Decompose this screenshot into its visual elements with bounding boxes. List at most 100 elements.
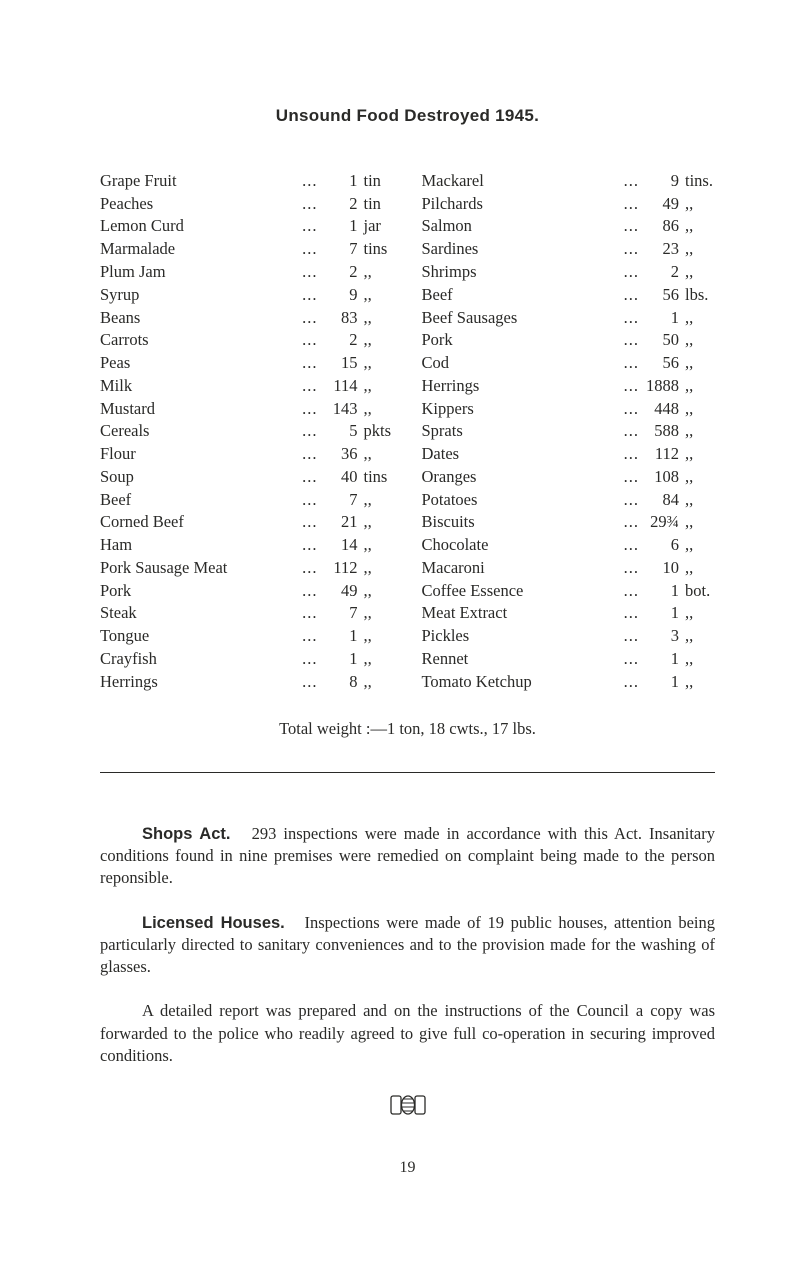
page-number: 19 bbox=[100, 1157, 715, 1179]
food-row: Grape Fruit...1tin bbox=[100, 170, 394, 193]
food-item-name: Cereals bbox=[100, 420, 149, 443]
leader-dots: ... bbox=[298, 625, 323, 648]
food-item-name: Pork bbox=[422, 329, 453, 352]
total-weight-line: Total weight :—1 ton, 18 cwts., 17 lbs. bbox=[100, 718, 715, 740]
food-row: Syrup...9,, bbox=[100, 284, 394, 307]
leader-dots: ... bbox=[620, 193, 645, 216]
food-item-name: Corned Beef bbox=[100, 511, 184, 534]
food-item-unit: ,, bbox=[679, 193, 715, 216]
food-item-unit: ,, bbox=[679, 625, 715, 648]
food-item-qty: 2 bbox=[645, 261, 679, 284]
food-item-unit: ,, bbox=[679, 466, 715, 489]
food-row: Chocolate...6,, bbox=[422, 534, 716, 557]
food-item-unit: tin bbox=[358, 170, 394, 193]
food-row: Carrots...2,, bbox=[100, 329, 394, 352]
food-item-unit: ,, bbox=[679, 352, 715, 375]
leader-dots: ... bbox=[298, 648, 323, 671]
food-item-name: Mackarel bbox=[422, 170, 484, 193]
food-item-unit: ,, bbox=[679, 534, 715, 557]
food-item-unit: ,, bbox=[358, 261, 394, 284]
leader-dots: ... bbox=[298, 557, 323, 580]
food-item-unit: ,, bbox=[679, 238, 715, 261]
leader-dots: ... bbox=[620, 329, 645, 352]
leader-dots: ... bbox=[620, 671, 645, 694]
food-item-name: Shrimps bbox=[422, 261, 477, 284]
food-item-unit: ,, bbox=[679, 602, 715, 625]
food-row: Ham...14,, bbox=[100, 534, 394, 557]
food-item-name: Coffee Essence bbox=[422, 580, 524, 603]
food-row: Herrings...8,, bbox=[100, 671, 394, 694]
leader-dots: ... bbox=[620, 420, 645, 443]
food-item-qty: 86 bbox=[645, 215, 679, 238]
food-item-unit: ,, bbox=[679, 215, 715, 238]
food-item-qty: 1 bbox=[324, 625, 358, 648]
leader-dots: ... bbox=[298, 511, 323, 534]
leader-dots: ... bbox=[620, 557, 645, 580]
food-item-unit: lbs. bbox=[679, 284, 715, 307]
food-item-unit: ,, bbox=[358, 489, 394, 512]
food-item-name: Lemon Curd bbox=[100, 215, 184, 238]
food-row: Tongue...1,, bbox=[100, 625, 394, 648]
leader-dots: ... bbox=[620, 170, 645, 193]
food-item-name: Flour bbox=[100, 443, 136, 466]
food-item-unit: ,, bbox=[358, 511, 394, 534]
food-row: Marmalade...7tins bbox=[100, 238, 394, 261]
food-item-qty: 49 bbox=[645, 193, 679, 216]
food-item-name: Crayfish bbox=[100, 648, 157, 671]
leader-dots: ... bbox=[620, 307, 645, 330]
detail-report-paragraph: A detailed report was prepared and on th… bbox=[100, 1000, 715, 1067]
leader-dots: ... bbox=[298, 602, 323, 625]
food-item-name: Potatoes bbox=[422, 489, 478, 512]
food-item-name: Sardines bbox=[422, 238, 479, 261]
food-row: Soup...40tins bbox=[100, 466, 394, 489]
leader-dots: ... bbox=[298, 489, 323, 512]
food-item-qty: 40 bbox=[324, 466, 358, 489]
leader-dots: ... bbox=[620, 534, 645, 557]
food-row: Tomato Ketchup...1,, bbox=[422, 671, 716, 694]
leader-dots: ... bbox=[298, 420, 323, 443]
food-item-unit: ,, bbox=[679, 671, 715, 694]
food-item-unit: bot. bbox=[679, 580, 715, 603]
food-item-unit: ,, bbox=[679, 511, 715, 534]
food-item-unit: ,, bbox=[358, 329, 394, 352]
leader-dots: ... bbox=[298, 375, 323, 398]
food-item-qty: 114 bbox=[324, 375, 358, 398]
food-item-qty: 29¾ bbox=[645, 511, 679, 534]
food-item-unit: ,, bbox=[358, 534, 394, 557]
food-item-qty: 2 bbox=[324, 193, 358, 216]
food-item-name: Beef bbox=[422, 284, 453, 307]
food-item-name: Herrings bbox=[422, 375, 480, 398]
licensed-houses-paragraph: Licensed Houses. Inspections were made o… bbox=[100, 912, 715, 979]
leader-dots: ... bbox=[620, 466, 645, 489]
food-item-unit: ,, bbox=[358, 648, 394, 671]
food-item-qty: 448 bbox=[645, 398, 679, 421]
leader-dots: ... bbox=[298, 352, 323, 375]
food-column-left: Grape Fruit...1tinPeaches...2tinLemon Cu… bbox=[100, 170, 394, 694]
food-item-qty: 588 bbox=[645, 420, 679, 443]
food-row: Biscuits...29¾,, bbox=[422, 511, 716, 534]
licensed-houses-heading: Licensed Houses. bbox=[142, 914, 285, 932]
food-item-name: Peaches bbox=[100, 193, 153, 216]
food-item-name: Pork bbox=[100, 580, 131, 603]
food-item-qty: 2 bbox=[324, 261, 358, 284]
food-item-qty: 112 bbox=[324, 557, 358, 580]
food-item-name: Beans bbox=[100, 307, 140, 330]
food-item-name: Salmon bbox=[422, 215, 472, 238]
food-item-name: Soup bbox=[100, 466, 134, 489]
food-item-unit: ,, bbox=[358, 375, 394, 398]
food-item-unit: ,, bbox=[679, 489, 715, 512]
food-row: Coffee Essence...1bot. bbox=[422, 580, 716, 603]
food-row: Pork...49,, bbox=[100, 580, 394, 603]
shops-act-paragraph: Shops Act. 293 inspections were made in … bbox=[100, 823, 715, 890]
food-row: Steak...7,, bbox=[100, 602, 394, 625]
food-item-unit: ,, bbox=[679, 329, 715, 352]
food-item-name: Meat Extract bbox=[422, 602, 508, 625]
food-item-qty: 112 bbox=[645, 443, 679, 466]
food-item-qty: 50 bbox=[645, 329, 679, 352]
leader-dots: ... bbox=[620, 261, 645, 284]
food-item-name: Beef Sausages bbox=[422, 307, 518, 330]
food-row: Sardines...23,, bbox=[422, 238, 716, 261]
food-item-name: Beef bbox=[100, 489, 131, 512]
food-row: Kippers...448,, bbox=[422, 398, 716, 421]
food-item-name: Marmalade bbox=[100, 238, 175, 261]
